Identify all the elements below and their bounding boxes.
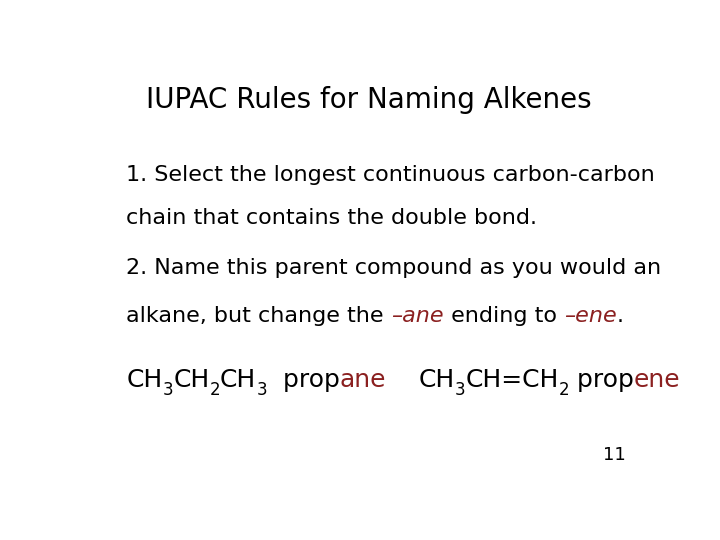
Text: 3: 3 xyxy=(454,381,465,399)
Text: CH: CH xyxy=(220,368,256,393)
Text: 1. Select the longest continuous carbon-carbon: 1. Select the longest continuous carbon-… xyxy=(126,165,655,185)
Text: 11: 11 xyxy=(603,446,626,464)
Text: CH: CH xyxy=(418,368,454,393)
Text: –ane: –ane xyxy=(391,306,444,326)
Text: 2: 2 xyxy=(559,381,569,399)
Text: ane: ane xyxy=(340,368,386,393)
Text: CH=CH: CH=CH xyxy=(465,368,559,393)
Text: CH: CH xyxy=(126,368,163,393)
Text: 2: 2 xyxy=(210,381,220,399)
Text: prop: prop xyxy=(267,368,340,393)
Text: prop: prop xyxy=(569,368,634,393)
Text: chain that contains the double bond.: chain that contains the double bond. xyxy=(126,208,537,228)
Text: ene: ene xyxy=(634,368,680,393)
Text: –ene: –ene xyxy=(564,306,616,326)
Text: 3: 3 xyxy=(163,381,173,399)
Text: CH: CH xyxy=(173,368,210,393)
Text: ending to: ending to xyxy=(444,306,564,326)
Text: 3: 3 xyxy=(256,381,267,399)
Text: alkane, but change the: alkane, but change the xyxy=(126,306,391,326)
Text: .: . xyxy=(616,306,624,326)
Text: IUPAC Rules for Naming Alkenes: IUPAC Rules for Naming Alkenes xyxy=(146,85,592,113)
Text: 2. Name this parent compound as you would an: 2. Name this parent compound as you woul… xyxy=(126,258,662,278)
